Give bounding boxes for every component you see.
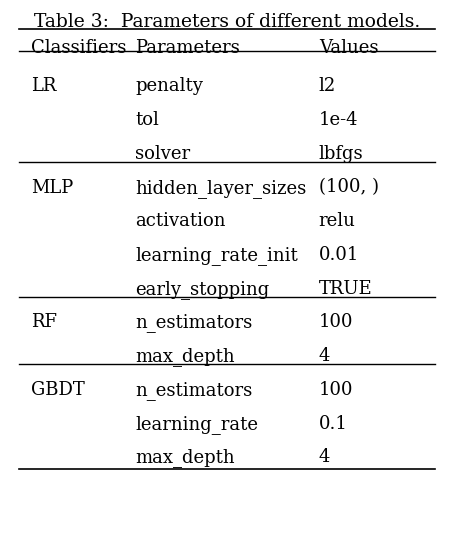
Text: penalty: penalty — [135, 77, 203, 95]
Text: Classifiers: Classifiers — [31, 39, 127, 57]
Text: GBDT: GBDT — [31, 381, 85, 399]
Text: Values: Values — [319, 39, 378, 57]
Text: l2: l2 — [319, 77, 336, 95]
Text: solver: solver — [135, 145, 190, 163]
Text: 0.1: 0.1 — [319, 415, 348, 433]
Text: RF: RF — [31, 314, 57, 331]
Text: Parameters: Parameters — [135, 39, 240, 57]
Text: early_stopping: early_stopping — [135, 280, 270, 299]
Text: max_depth: max_depth — [135, 347, 235, 366]
Text: n_estimators: n_estimators — [135, 381, 252, 400]
Text: n_estimators: n_estimators — [135, 314, 252, 332]
Text: TRUE: TRUE — [319, 280, 372, 298]
Text: tol: tol — [135, 111, 159, 129]
Text: LR: LR — [31, 77, 56, 95]
Text: learning_rate: learning_rate — [135, 415, 258, 434]
Text: lbfgs: lbfgs — [319, 145, 363, 163]
Text: hidden_layer_sizes: hidden_layer_sizes — [135, 179, 306, 197]
Text: MLP: MLP — [31, 179, 74, 196]
Text: activation: activation — [135, 213, 226, 230]
Text: max_depth: max_depth — [135, 448, 235, 467]
Text: 1e-4: 1e-4 — [319, 111, 358, 129]
Text: 100: 100 — [319, 381, 353, 399]
Text: learning_rate_init: learning_rate_init — [135, 246, 298, 265]
Text: 0.01: 0.01 — [319, 246, 359, 264]
Text: relu: relu — [319, 213, 355, 230]
Text: 4: 4 — [319, 448, 330, 466]
Text: 100: 100 — [319, 314, 353, 331]
Text: Table 3:  Parameters of different models.: Table 3: Parameters of different models. — [34, 13, 420, 31]
Text: (100, ): (100, ) — [319, 179, 379, 196]
Text: 4: 4 — [319, 347, 330, 365]
